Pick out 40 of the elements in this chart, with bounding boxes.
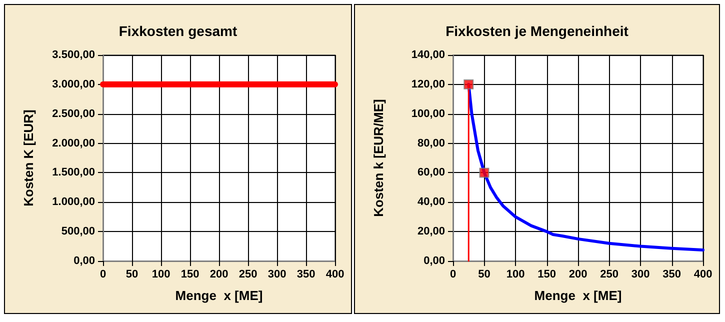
y-tick-label: 2.000,00 (52, 137, 95, 150)
x-tick-label: 100 (152, 268, 170, 280)
y-axis-title: Kosten K [EUR] (21, 110, 36, 206)
x-tick-label: 250 (238, 268, 258, 280)
y-axis-title: Kosten k [EUR/ME] (371, 99, 386, 217)
y-tick-label: 0,00 (424, 255, 445, 267)
y-tick-label: 0,00 (74, 255, 95, 267)
x-tick-label: 400 (694, 268, 712, 280)
x-tick-label: 150 (538, 268, 556, 280)
y-tick-label: 60,00 (417, 166, 445, 179)
y-tick-label: 20,00 (417, 226, 445, 238)
y-tick-label: 100,00 (411, 108, 445, 120)
y-tick-label: 2.500,00 (52, 108, 95, 120)
x-axis-title: Menge x [ME] (534, 288, 622, 303)
y-tick-label: 1.500,00 (52, 166, 95, 179)
x-tick-label: 150 (180, 268, 200, 280)
x-tick-label: 400 (326, 268, 344, 280)
x-tick-label: 300 (268, 268, 286, 280)
x-axis-title: Menge x [ME] (175, 288, 263, 303)
x-tick-label: 200 (568, 268, 588, 280)
y-tick-label: 40,00 (417, 196, 445, 208)
x-tick-label: 0 (450, 268, 456, 280)
x-tick-label: 350 (296, 268, 316, 280)
y-tick-label: 140,00 (411, 49, 445, 61)
y-tick-label: 3.500,00 (52, 49, 95, 61)
y-tick-label: 120,00 (411, 78, 445, 90)
y-tick-label: 1.000,00 (52, 196, 95, 208)
x-tick-label: 100 (506, 268, 525, 280)
x-tick-label: 0 (100, 268, 106, 280)
x-tick-label: 300 (631, 268, 650, 280)
x-tick-label: 350 (662, 268, 681, 280)
x-tick-label: 50 (126, 268, 138, 280)
chart-title: Fixkosten je Mengeneinheit (446, 23, 629, 39)
y-tick-label: 500,00 (61, 226, 95, 238)
x-tick-label: 50 (478, 268, 490, 280)
x-tick-label: 200 (210, 268, 228, 280)
chart-title: Fixkosten gesamt (118, 23, 238, 39)
x-tick-label: 250 (600, 268, 618, 280)
y-tick-label: 3.000,00 (52, 78, 95, 90)
y-tick-label: 80,00 (417, 137, 445, 150)
